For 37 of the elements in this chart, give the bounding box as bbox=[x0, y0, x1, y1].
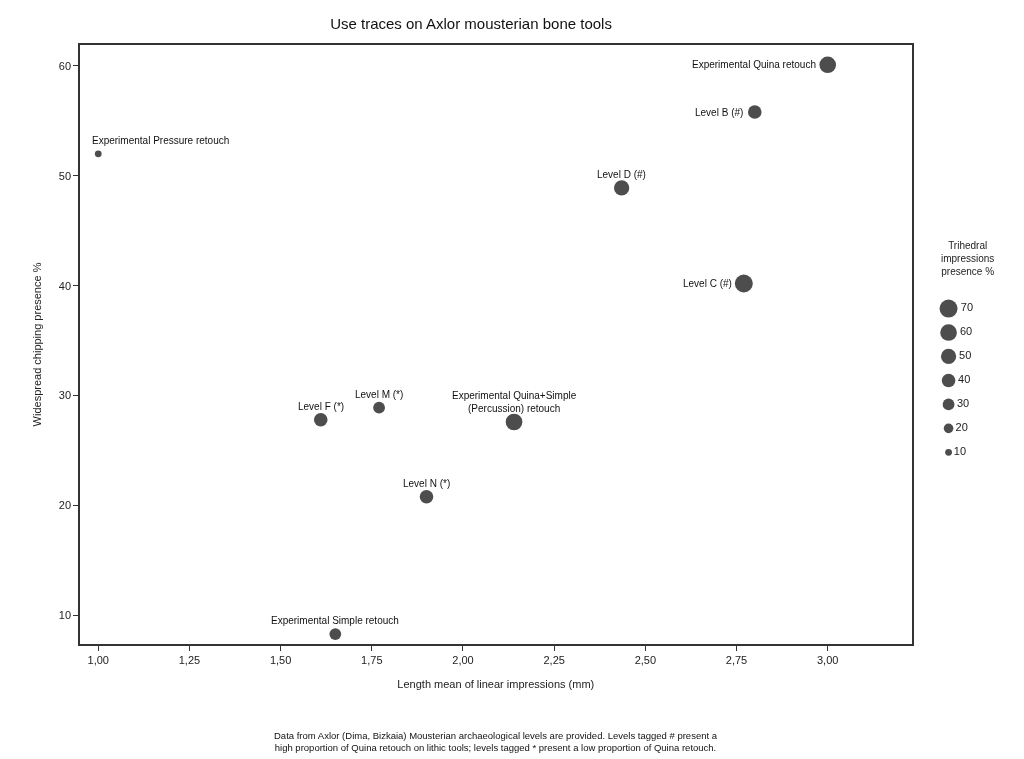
y-tick-label: 50 bbox=[58, 169, 72, 182]
x-tick-label: 3,00 bbox=[817, 653, 839, 666]
annotation: Experimental Quina retouch bbox=[692, 59, 816, 70]
x-axis-title: Length mean of linear impressions (mm) bbox=[397, 677, 595, 690]
x-tick-label: 1,75 bbox=[361, 653, 383, 666]
x-tick-label: 2,00 bbox=[452, 653, 474, 666]
x-tick-label: 2,75 bbox=[725, 653, 748, 666]
annotation: Level B (#) bbox=[695, 107, 744, 118]
annotation: Level F (*) bbox=[298, 401, 345, 412]
chart-title: Use traces on Axlor mousterian bone tools bbox=[330, 15, 612, 33]
y-tick-label: 10 bbox=[58, 609, 72, 622]
text: Data from Axlor (Dima, Bizkaia) Mousterian archaeological levels are provided. Levels tagged # present a high proportion of Quina retouch on lithic tools; levels tagged * present a low proportion of Quina retouch. bbox=[274, 730, 718, 754]
legend-label: 60 bbox=[959, 325, 973, 338]
y-tick-label: 40 bbox=[58, 279, 72, 292]
x-tick-label: 1,00 bbox=[87, 653, 109, 666]
legend-label: 20 bbox=[955, 421, 968, 434]
legend-label: 40 bbox=[958, 373, 971, 386]
annotation: Level N (*) bbox=[403, 478, 451, 489]
y-tick-label: 20 bbox=[58, 499, 72, 512]
legend-label: 50 bbox=[959, 349, 972, 362]
x-tick-label: 2,50 bbox=[634, 653, 657, 666]
legend-label: 10 bbox=[953, 445, 967, 458]
legend-label: 30 bbox=[956, 397, 970, 410]
annotation: Experimental Quina+Simple (Percussion) retouch bbox=[452, 390, 577, 414]
x-tick-label: 1,25 bbox=[178, 653, 201, 666]
annotation: Level M (*) bbox=[355, 389, 404, 400]
y-axis-title: Widespread chipping presence % bbox=[30, 262, 43, 427]
annotation: Level C (#) bbox=[683, 278, 732, 289]
annotation: Level D (#) bbox=[597, 169, 646, 180]
legend-title: Trihedral impressions presence % bbox=[941, 240, 995, 277]
annotation: Experimental Pressure retouch bbox=[92, 135, 230, 146]
x-tick-label: 1,50 bbox=[269, 653, 292, 666]
legend-label: 70 bbox=[960, 301, 974, 314]
x-tick-label: 2,25 bbox=[543, 653, 565, 666]
y-tick-label: 60 bbox=[58, 59, 72, 72]
annotation: Experimental Simple retouch bbox=[271, 615, 399, 626]
y-tick-label: 30 bbox=[58, 389, 72, 402]
